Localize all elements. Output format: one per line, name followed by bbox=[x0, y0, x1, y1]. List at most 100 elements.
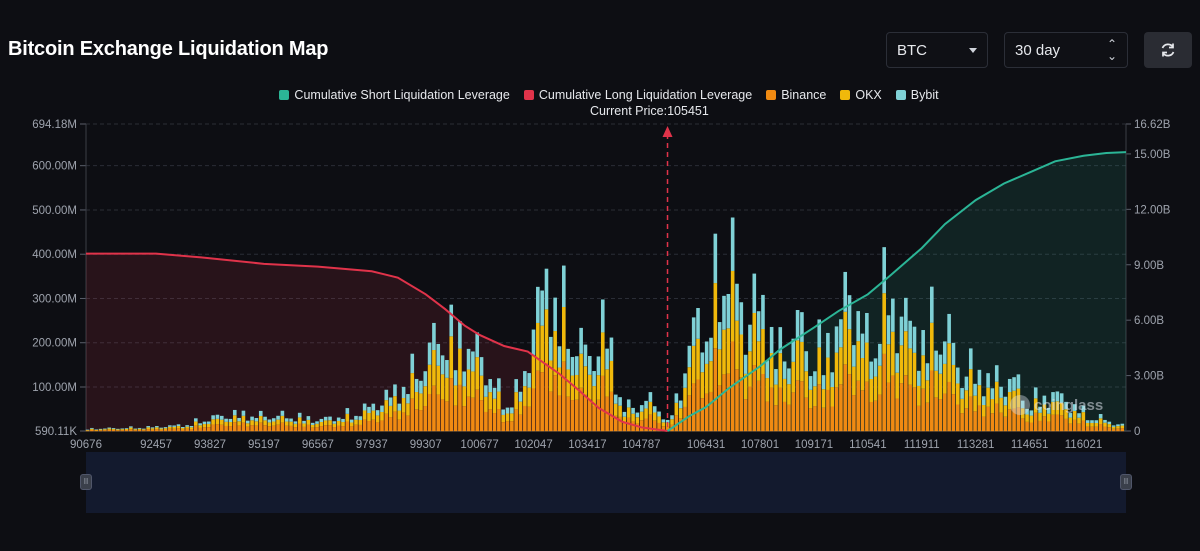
range-slider[interactable] bbox=[86, 452, 1126, 513]
bar-okx bbox=[354, 419, 358, 425]
bar-bybit bbox=[756, 311, 761, 342]
bar-bybit bbox=[505, 407, 510, 414]
bar-binance bbox=[380, 420, 384, 432]
bar-bybit bbox=[704, 341, 709, 364]
bar-bybit bbox=[674, 393, 679, 403]
bar-okx bbox=[492, 398, 497, 414]
bar-binance bbox=[224, 425, 228, 432]
bar-bybit bbox=[652, 406, 657, 413]
bar-okx bbox=[994, 381, 999, 404]
bar-okx bbox=[843, 311, 848, 365]
bar-binance bbox=[1003, 416, 1008, 432]
x-tick-label: 114651 bbox=[1011, 439, 1049, 450]
bar-okx bbox=[652, 412, 657, 421]
bar-binance bbox=[168, 428, 172, 432]
bar-binance bbox=[1072, 419, 1077, 432]
bar-bybit bbox=[475, 332, 480, 358]
bar-bybit bbox=[942, 341, 947, 364]
short-cumulative-line bbox=[666, 151, 1127, 432]
bar-bybit bbox=[778, 327, 783, 354]
bar-okx bbox=[938, 373, 943, 400]
legend-item-cumulative-long-liquidation-leverage[interactable]: Cumulative Long Liquidation Leverage bbox=[523, 88, 752, 102]
y-left-tick-label: 200.00M bbox=[32, 338, 77, 350]
bar-bybit bbox=[1042, 395, 1047, 405]
bar-bybit bbox=[761, 294, 765, 330]
bar-okx bbox=[414, 392, 419, 410]
slider-left-handle[interactable]: II bbox=[80, 474, 92, 490]
bar-okx bbox=[977, 385, 982, 406]
bar-binance bbox=[652, 420, 657, 432]
bar-okx bbox=[847, 329, 852, 375]
bar-bybit bbox=[224, 418, 228, 422]
bar-bybit bbox=[1016, 374, 1021, 389]
symbol-select[interactable]: BTC bbox=[886, 32, 988, 68]
bar-binance bbox=[553, 375, 557, 432]
bar-okx bbox=[518, 401, 523, 415]
bar-bybit bbox=[284, 418, 289, 422]
legend-item-binance[interactable]: Binance bbox=[766, 88, 826, 102]
time-range-select[interactable]: 30 day ⌃ ⌄ bbox=[1004, 32, 1128, 68]
y-right-tick-label: 15.00B bbox=[1134, 149, 1171, 161]
bar-okx bbox=[168, 426, 172, 429]
bar-bybit bbox=[315, 421, 319, 424]
bar-okx bbox=[271, 421, 276, 426]
bar-okx bbox=[670, 419, 674, 425]
bar-bybit bbox=[1046, 407, 1051, 414]
time-range-select-value: 30 day bbox=[1015, 41, 1061, 59]
bar-bybit bbox=[397, 403, 402, 411]
bar-bybit bbox=[878, 343, 882, 366]
bar-okx bbox=[107, 428, 112, 430]
bar-okx bbox=[678, 408, 683, 419]
bar-bybit bbox=[137, 427, 142, 429]
bar-binance bbox=[1111, 428, 1116, 432]
bar-okx bbox=[730, 270, 735, 342]
slider-right-handle[interactable]: II bbox=[1120, 474, 1132, 490]
bar-okx bbox=[570, 375, 575, 401]
bar-okx bbox=[596, 375, 601, 400]
bar-okx bbox=[536, 322, 540, 371]
legend-item-okx[interactable]: OKX bbox=[840, 88, 882, 102]
bar-bybit bbox=[1038, 406, 1042, 413]
bar-binance bbox=[185, 428, 189, 432]
bar-okx bbox=[795, 340, 800, 381]
bar-bybit bbox=[748, 324, 752, 352]
bar-binance bbox=[717, 385, 722, 432]
bar-bybit bbox=[206, 421, 211, 424]
bar-okx bbox=[505, 413, 510, 422]
bar-binance bbox=[678, 418, 683, 432]
y-left-tick-label: 300.00M bbox=[32, 293, 77, 305]
bar-bybit bbox=[111, 428, 116, 429]
bar-okx bbox=[358, 419, 363, 425]
bar-binance bbox=[981, 416, 986, 432]
bar-bybit bbox=[168, 425, 172, 427]
bar-bybit bbox=[839, 319, 843, 348]
bar-okx bbox=[514, 392, 518, 410]
bar-okx bbox=[865, 342, 869, 382]
bar-binance bbox=[397, 419, 402, 432]
bar-okx bbox=[778, 353, 783, 388]
bar-binance bbox=[471, 397, 475, 432]
bar-okx bbox=[336, 420, 341, 426]
refresh-button[interactable] bbox=[1144, 32, 1192, 68]
bar-bybit bbox=[843, 271, 848, 312]
bar-okx bbox=[622, 416, 627, 424]
bar-bybit bbox=[302, 420, 306, 424]
bar-binance bbox=[878, 394, 882, 432]
bar-bybit bbox=[427, 342, 432, 365]
bar-bybit bbox=[834, 326, 839, 353]
bar-binance bbox=[644, 418, 648, 432]
bar-bybit bbox=[124, 428, 129, 429]
legend-item-cumulative-short-liquidation-leverage[interactable]: Cumulative Short Liquidation Leverage bbox=[279, 88, 510, 102]
bar-okx bbox=[466, 369, 471, 397]
bar-binance bbox=[826, 389, 830, 432]
legend-item-bybit[interactable]: Bybit bbox=[895, 88, 939, 102]
bar-bybit bbox=[622, 411, 627, 417]
bar-okx bbox=[860, 358, 865, 391]
bar-okx bbox=[808, 389, 813, 409]
bar-binance bbox=[942, 393, 947, 432]
bar-binance bbox=[375, 422, 380, 432]
bar-bybit bbox=[891, 298, 895, 332]
bar-okx bbox=[150, 428, 155, 430]
bar-okx bbox=[202, 424, 207, 428]
bar-bybit bbox=[271, 418, 276, 422]
